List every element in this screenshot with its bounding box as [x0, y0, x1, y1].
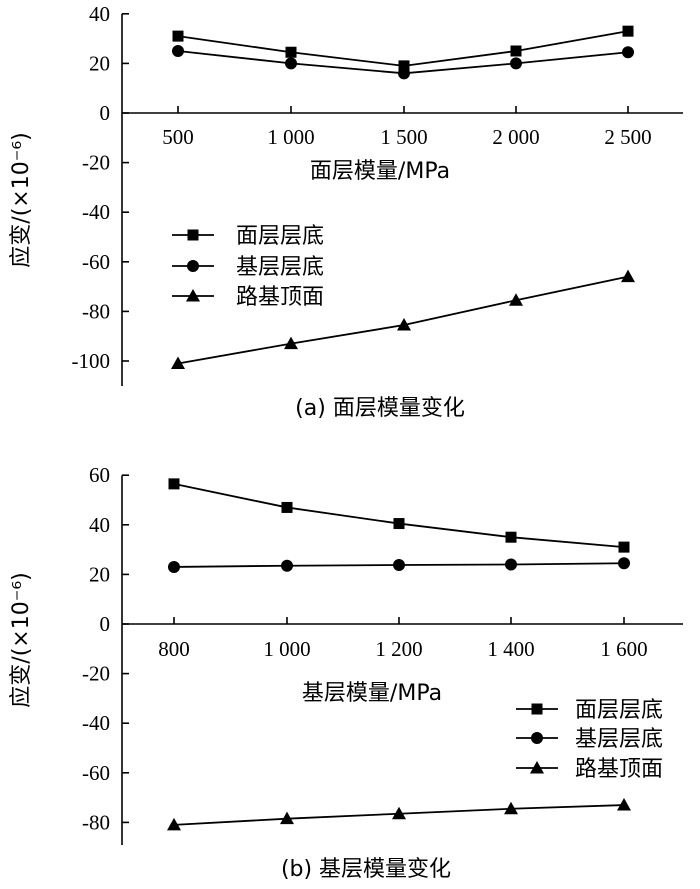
x-tick-label: 2 500	[604, 125, 651, 149]
series-triangle	[171, 269, 635, 369]
x-tick-label: 1 400	[487, 637, 534, 661]
y-tick-label: 20	[89, 562, 110, 586]
series-triangle	[167, 798, 631, 831]
series-circle	[172, 45, 634, 80]
y-tick-label: -60	[82, 250, 110, 274]
y-tick-label: -100	[72, 349, 111, 373]
legend-item: 路基顶面	[172, 285, 324, 310]
legend-marker-square	[531, 703, 543, 715]
y-tick-label: -40	[82, 711, 110, 735]
y-axis-label: 应变/(×10⁻⁶)	[9, 132, 34, 267]
legend-label: 基层层底	[236, 255, 324, 280]
data-point-circle	[393, 558, 405, 571]
data-point-square	[618, 541, 630, 553]
data-point-triangle	[392, 806, 406, 820]
series-circle	[168, 557, 630, 573]
y-tick-label: 40	[89, 513, 110, 537]
data-point-circle	[281, 559, 293, 572]
y-tick-label: -80	[82, 299, 110, 323]
y-tick-label: 20	[89, 51, 110, 75]
x-tick-label: 1 500	[380, 125, 427, 149]
legend-label: 面层层底	[236, 224, 324, 249]
data-point-square	[398, 60, 410, 72]
y-tick-label: 40	[89, 2, 110, 26]
x-tick-label: 800	[158, 637, 190, 661]
x-tick-label: 1 600	[600, 637, 647, 661]
x-tick-label: 2 000	[492, 125, 539, 149]
y-tick-label: -80	[82, 810, 110, 834]
x-axis-label: 基层模量/MPa	[302, 681, 442, 706]
legend-marker-circle	[187, 260, 199, 272]
y-tick-label: 60	[89, 463, 110, 487]
data-point-circle	[168, 560, 180, 573]
y-tick-label: -40	[82, 200, 110, 224]
legend-item: 路基顶面	[516, 757, 663, 782]
y-tick-label: -20	[82, 662, 110, 686]
series-square	[172, 25, 634, 72]
series-line	[173, 482, 625, 549]
data-point-square	[172, 30, 184, 42]
x-axis-label: 面层模量/MPa	[310, 159, 450, 184]
x-tick-label: 1 000	[267, 125, 314, 149]
chart-panel-a: 40 20 0 -20 -40 -60 -80 -100 500 1 000 1 500 2 000 2…	[9, 2, 683, 421]
data-point-triangle	[280, 811, 294, 825]
y-tick-label: 0	[100, 101, 111, 125]
y-tick-label: 0	[100, 612, 111, 636]
data-point-triangle	[397, 318, 411, 331]
data-point-square	[505, 531, 517, 543]
legend-item: 面层层底	[516, 698, 663, 723]
data-point-circle	[622, 46, 634, 59]
legend-label: 面层层底	[575, 698, 663, 723]
data-point-triangle	[621, 269, 635, 283]
data-point-triangle	[284, 336, 298, 350]
data-point-square	[285, 46, 297, 58]
legend-marker-square	[187, 229, 199, 241]
data-point-circle	[398, 67, 410, 80]
y-tick-label: -60	[82, 761, 110, 785]
series-square	[168, 478, 630, 553]
x-tick-label: 1 000	[263, 637, 310, 661]
data-point-triangle	[171, 356, 185, 369]
legend-marker-triangle	[186, 289, 200, 302]
data-point-triangle	[504, 801, 518, 815]
data-point-square	[168, 478, 180, 490]
data-point-triangle	[509, 293, 523, 306]
data-point-square	[393, 518, 405, 530]
legend-item: 基层层底	[172, 255, 324, 280]
chart-panel-b: 60 40 20 0 -20 -40 -60 -80 800 1 000 1 200 1 400 1 6…	[9, 463, 683, 882]
legend-label: 基层层底	[575, 727, 663, 752]
legend-marker-circle	[531, 732, 543, 744]
y-axis-label: 应变/(×10⁻⁶)	[9, 572, 34, 707]
x-tick-label: 500	[162, 125, 194, 149]
data-point-circle	[285, 57, 297, 70]
data-point-square	[510, 45, 522, 57]
x-tick-label: 1 200	[375, 637, 422, 661]
data-point-triangle	[617, 798, 631, 811]
legend-item: 面层层底	[172, 224, 324, 249]
data-point-circle	[172, 45, 184, 57]
data-point-circle	[510, 57, 522, 70]
legend-item: 基层层底	[516, 727, 663, 752]
data-point-circle	[618, 557, 630, 570]
legend-label: 路基顶面	[575, 757, 663, 782]
y-tick-label: -20	[82, 151, 110, 175]
legend-marker-triangle	[530, 761, 544, 774]
data-point-circle	[505, 558, 517, 571]
data-point-triangle	[167, 817, 181, 831]
legend-label: 路基顶面	[236, 285, 324, 310]
chart-caption: (a) 面层模量变化	[295, 396, 465, 421]
data-point-square	[622, 25, 634, 37]
data-point-square	[281, 501, 293, 513]
chart-caption: (b) 基层模量变化	[281, 857, 451, 882]
